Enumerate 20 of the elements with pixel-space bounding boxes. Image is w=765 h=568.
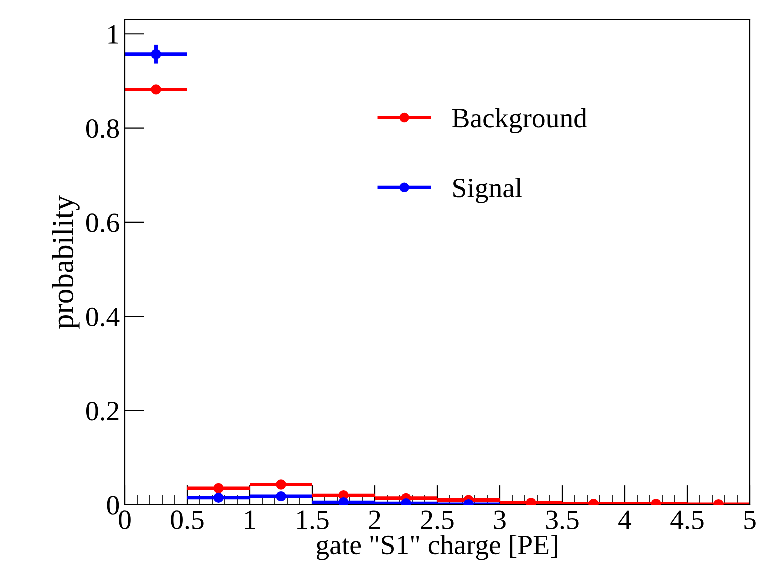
- y-tick-label: 0.6: [86, 214, 120, 233]
- x-tick-label: 5: [744, 510, 756, 530]
- y-tick-label: 0: [107, 496, 120, 515]
- x-tick-label: 2.5: [421, 510, 454, 530]
- y-axis-title: probability: [52, 196, 80, 330]
- x-tick-label: 3.5: [546, 510, 579, 530]
- x-tick-label: 1.5: [298, 510, 329, 530]
- x-tick-label: 4: [618, 510, 632, 530]
- y-tick-label: 0.8: [86, 119, 120, 138]
- x-tick-label: 4.5: [670, 510, 704, 530]
- x-tick-label: 1: [246, 510, 256, 530]
- x-tick-label: 2: [369, 510, 380, 530]
- legend-label: Signal: [454, 178, 522, 204]
- x-axis-title: gate "S1" charge [PE]: [316, 535, 558, 560]
- x-tick-label: 0.5: [171, 510, 204, 530]
- y-tick-label: 1: [108, 25, 118, 44]
- y-tick-label: 0.4: [86, 308, 120, 327]
- x-tick-label: 3: [494, 510, 506, 530]
- legend-label: Background: [452, 108, 588, 134]
- y-tick-label: 0.2: [86, 402, 119, 421]
